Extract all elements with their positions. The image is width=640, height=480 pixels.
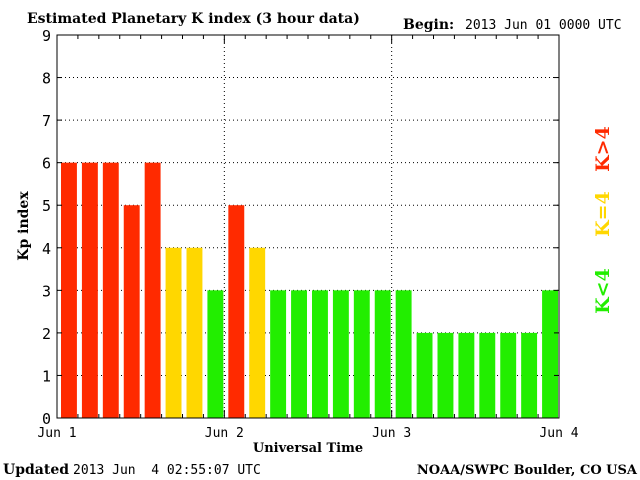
kp-bar — [332, 290, 349, 418]
y-tick-label: 0 — [42, 410, 51, 428]
x-axis-title: Universal Time — [253, 441, 363, 456]
kp-bar — [291, 290, 307, 418]
y-tick-label: 7 — [42, 112, 51, 130]
y-tick-label: 6 — [42, 155, 51, 173]
x-tick-label: Jun 3 — [372, 426, 411, 441]
y-tick-label: 1 — [42, 367, 51, 385]
begin-label: Begin: — [403, 17, 454, 33]
kp-bar — [270, 290, 287, 418]
y-tick-label: 3 — [42, 282, 51, 300]
kp-bar — [542, 290, 558, 418]
y-tick-label: 5 — [42, 197, 51, 215]
kp-bar — [312, 290, 328, 418]
kp-bar — [228, 205, 245, 418]
kp-bar — [123, 205, 140, 418]
x-tick-label: Jun 1 — [37, 426, 76, 441]
kp-bar — [207, 290, 224, 418]
y-axis-title: Kp index — [16, 191, 32, 261]
updated-label: Updated — [3, 462, 69, 478]
kp-bar — [165, 247, 182, 418]
source-credit: NOAA/SWPC Boulder, CO USA — [417, 463, 638, 478]
kp-bar — [144, 162, 161, 418]
kp-bar — [458, 332, 475, 418]
x-tick-label: Jun 4 — [539, 426, 578, 441]
y-tick-label: 2 — [42, 325, 51, 343]
kp-bar — [186, 247, 203, 418]
kp-bar — [521, 332, 538, 418]
x-tick-label: Jun 2 — [205, 426, 244, 441]
kp-bar — [353, 290, 370, 418]
y-tick-label: 9 — [42, 27, 51, 45]
kp-bar — [81, 162, 98, 418]
legend-below: K<4 — [592, 268, 614, 314]
kp-bar — [416, 332, 433, 418]
kp-bar — [395, 290, 412, 418]
chart-title: Estimated Planetary K index (3 hour data… — [27, 11, 360, 27]
y-tick-label: 4 — [42, 240, 51, 258]
y-tick-label: 8 — [42, 70, 51, 88]
kp-bar — [249, 247, 266, 418]
kp-bar — [437, 332, 454, 418]
begin-value: 2013 Jun 01 0000 UTC — [465, 18, 622, 33]
y-axis-ticks: 0 1 2 3 4 5 6 7 8 9 — [42, 27, 559, 428]
legend-above: K>4 — [592, 126, 614, 172]
kp-bar — [102, 162, 119, 418]
kp-bar — [479, 332, 496, 418]
updated-value: 2013 Jun 4 02:55:07 UTC — [73, 463, 261, 478]
kp-bar — [374, 290, 391, 418]
legend-equal: K=4 — [592, 191, 614, 237]
bars — [61, 162, 558, 418]
kp-bar — [500, 332, 517, 418]
kp-bar — [61, 162, 77, 418]
x-axis-ticks: Jun 1 Jun 2 Jun 3 Jun 4 — [37, 35, 579, 441]
